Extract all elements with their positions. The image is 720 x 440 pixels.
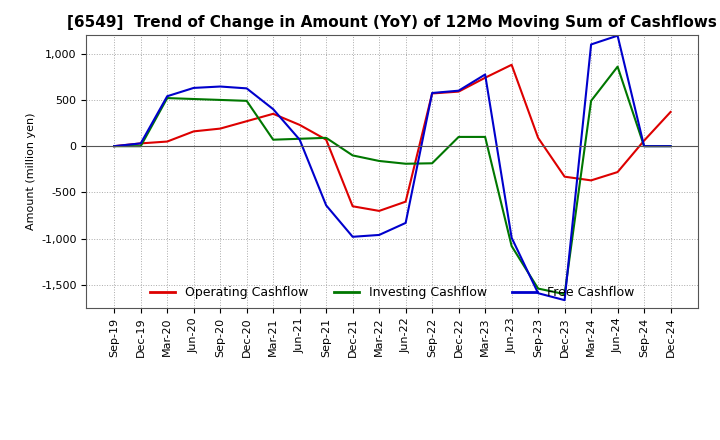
Free Cashflow [375, 232, 384, 238]
Operating Cashflow [189, 129, 198, 134]
Operating Cashflow [560, 174, 569, 180]
Operating Cashflow [401, 199, 410, 204]
Operating Cashflow [428, 91, 436, 96]
Free Cashflow [534, 290, 542, 296]
Free Cashflow [348, 234, 357, 239]
Investing Cashflow [375, 158, 384, 164]
Free Cashflow [401, 220, 410, 226]
Operating Cashflow [508, 62, 516, 67]
Investing Cashflow [428, 161, 436, 166]
Free Cashflow [560, 297, 569, 303]
Investing Cashflow [481, 134, 490, 139]
Operating Cashflow [163, 139, 171, 144]
Investing Cashflow [454, 134, 463, 139]
Free Cashflow [269, 106, 277, 112]
Investing Cashflow [640, 143, 649, 149]
Free Cashflow [454, 88, 463, 93]
Line: Free Cashflow: Free Cashflow [114, 36, 670, 300]
Investing Cashflow [666, 143, 675, 149]
Line: Investing Cashflow: Investing Cashflow [114, 66, 670, 294]
Free Cashflow [613, 33, 622, 38]
Operating Cashflow [322, 137, 330, 142]
Operating Cashflow [136, 141, 145, 146]
Free Cashflow [481, 72, 490, 77]
Investing Cashflow [189, 96, 198, 102]
Free Cashflow [640, 143, 649, 149]
Title: [6549]  Trend of Change in Amount (YoY) of 12Mo Moving Sum of Cashflows: [6549] Trend of Change in Amount (YoY) o… [68, 15, 717, 30]
Free Cashflow [428, 90, 436, 95]
Free Cashflow [295, 137, 304, 142]
Free Cashflow [110, 143, 119, 149]
Investing Cashflow [322, 135, 330, 140]
Free Cashflow [666, 143, 675, 149]
Free Cashflow [322, 203, 330, 208]
Line: Operating Cashflow: Operating Cashflow [114, 65, 670, 211]
Investing Cashflow [508, 243, 516, 249]
Free Cashflow [243, 86, 251, 91]
Operating Cashflow [481, 75, 490, 81]
Free Cashflow [216, 84, 225, 89]
Free Cashflow [189, 85, 198, 91]
Operating Cashflow [269, 111, 277, 117]
Investing Cashflow [348, 153, 357, 158]
Investing Cashflow [136, 143, 145, 149]
Investing Cashflow [110, 143, 119, 149]
Investing Cashflow [243, 98, 251, 103]
Operating Cashflow [666, 109, 675, 114]
Y-axis label: Amount (million yen): Amount (million yen) [26, 113, 35, 231]
Legend: Operating Cashflow, Investing Cashflow, Free Cashflow: Operating Cashflow, Investing Cashflow, … [145, 282, 639, 304]
Free Cashflow [136, 141, 145, 146]
Investing Cashflow [216, 97, 225, 103]
Operating Cashflow [375, 208, 384, 213]
Free Cashflow [587, 42, 595, 47]
Free Cashflow [508, 235, 516, 240]
Operating Cashflow [348, 204, 357, 209]
Investing Cashflow [560, 291, 569, 297]
Operating Cashflow [216, 126, 225, 131]
Operating Cashflow [587, 178, 595, 183]
Operating Cashflow [454, 89, 463, 94]
Free Cashflow [163, 94, 171, 99]
Investing Cashflow [163, 95, 171, 101]
Investing Cashflow [295, 136, 304, 141]
Operating Cashflow [295, 122, 304, 128]
Operating Cashflow [613, 169, 622, 175]
Investing Cashflow [534, 286, 542, 291]
Investing Cashflow [401, 161, 410, 166]
Operating Cashflow [243, 118, 251, 124]
Investing Cashflow [587, 98, 595, 103]
Investing Cashflow [613, 64, 622, 69]
Operating Cashflow [640, 138, 649, 143]
Investing Cashflow [269, 137, 277, 142]
Operating Cashflow [534, 135, 542, 140]
Operating Cashflow [110, 143, 119, 149]
